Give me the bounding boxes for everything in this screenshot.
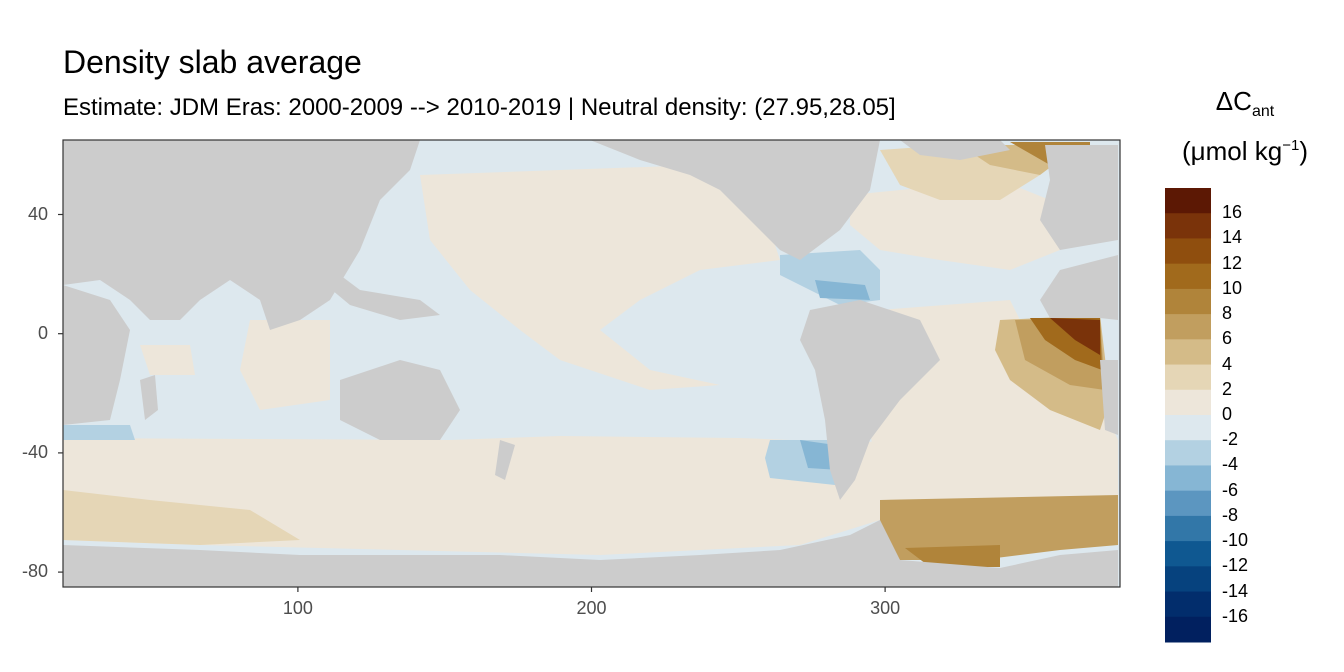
colorbar-swatch [1165, 339, 1211, 366]
legend-break-label: -10 [1222, 530, 1249, 551]
legend-unit: (μmol kg−1) [1150, 136, 1340, 167]
colorbar-swatch [1165, 389, 1211, 416]
legend-break-label: 8 [1222, 303, 1233, 324]
legend-break-label: 6 [1222, 328, 1233, 349]
colorbar-swatch [1165, 188, 1211, 214]
colorbar-swatch [1165, 238, 1211, 265]
y-tick-label: -40 [21, 441, 48, 462]
legend-break-label: -8 [1222, 504, 1239, 525]
region-n-atlantic [850, 180, 1060, 270]
colorbar [1165, 188, 1211, 643]
region-arabian-tan [140, 345, 195, 375]
legend-title-sub: ant [1251, 103, 1275, 120]
legend-break-label: 10 [1222, 277, 1243, 298]
legend-unit-sup: −1 [1282, 137, 1300, 154]
legend-unit-suffix: ) [1299, 136, 1308, 166]
legend-break-label: -16 [1222, 605, 1249, 626]
land-north-america [590, 140, 880, 260]
x-tick-label: 100 [282, 598, 313, 618]
chart-title: Density slab average [63, 44, 362, 80]
colorbar-swatch [1165, 465, 1211, 492]
land-africa-west [1040, 255, 1118, 320]
x-tick-label: 300 [870, 598, 901, 618]
land-madagascar [140, 375, 158, 420]
region-s-indian-edge [63, 490, 300, 545]
region-caribbean-dark [815, 280, 870, 300]
legend-break-label: 12 [1222, 252, 1243, 273]
land-africa-east [63, 285, 130, 425]
land-europe [1040, 145, 1118, 250]
land-new-zealand [495, 440, 515, 480]
region-indian-blue [63, 425, 135, 440]
region-w-australia-tan [240, 320, 330, 410]
legend-break-label: 2 [1222, 378, 1233, 399]
land-greenland [900, 140, 1010, 160]
map-panel [63, 140, 1120, 587]
land-australia [340, 360, 460, 440]
colorbar-swatch [1165, 440, 1211, 466]
chart-subtitle: Estimate: JDM Eras: 2000-2009 --> 2010-2… [63, 94, 896, 121]
colorbar-swatch [1165, 541, 1211, 567]
legend-break-label: -12 [1222, 555, 1249, 576]
colorbar-swatch [1165, 616, 1211, 643]
land-africa-south [1100, 360, 1118, 435]
colorbar-swatch [1165, 515, 1211, 542]
region-weddell-edge [905, 545, 1000, 567]
colorbar-swatch [1165, 314, 1211, 340]
legend-break-label: 16 [1222, 202, 1243, 223]
land-south-america [800, 300, 940, 500]
colorbar-swatch [1165, 288, 1211, 315]
legend-break-label: -4 [1222, 454, 1239, 475]
colorbar-swatch [1165, 490, 1211, 517]
region-weddell [880, 495, 1118, 560]
land-antarctica [63, 520, 1118, 587]
legend-break-label: 4 [1222, 353, 1233, 374]
y-tick-label: 0 [37, 322, 48, 343]
region-ne-pacific [420, 165, 780, 390]
axis-ticks [58, 213, 886, 592]
region-guinea-4 [1050, 318, 1100, 355]
legend-break-label: -2 [1222, 429, 1239, 450]
legend-break-label: 14 [1222, 227, 1243, 248]
legend-break-label: 0 [1222, 404, 1233, 424]
colorbar-swatch [1165, 415, 1211, 441]
legend-title: ΔCant [1150, 86, 1340, 121]
colorbar-swatch [1165, 566, 1211, 593]
colorbar-swatch [1165, 213, 1211, 239]
y-tick-label: -80 [21, 561, 48, 582]
land-indonesia [320, 275, 440, 320]
land [63, 140, 1118, 587]
colorbar-swatch [1165, 591, 1211, 618]
y-tick-label: 40 [27, 203, 48, 224]
colorbar-swatch [1165, 364, 1211, 391]
legend-unit-prefix: (μmol kg [1182, 136, 1283, 166]
legend-break-label: -6 [1222, 479, 1239, 500]
legend-title-main: ΔC [1215, 86, 1252, 116]
legend-break-label: -14 [1222, 580, 1249, 601]
colorbar-swatch [1165, 263, 1211, 290]
x-tick-label: 200 [576, 598, 607, 618]
